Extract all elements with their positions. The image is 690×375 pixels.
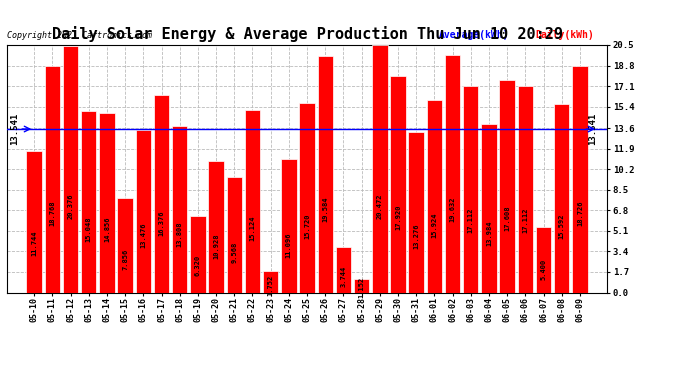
Bar [63,46,78,292]
Bar [500,80,515,292]
Text: 7.856: 7.856 [122,249,128,270]
Bar [554,104,569,292]
Bar [26,151,42,292]
Text: 19.584: 19.584 [322,197,328,222]
Bar [154,95,169,292]
Bar [172,126,188,292]
Bar [536,227,551,292]
Bar [136,130,151,292]
Text: 13.276: 13.276 [413,224,420,249]
Bar [99,113,115,292]
Text: 17.608: 17.608 [504,206,510,231]
Text: 15.048: 15.048 [86,216,92,242]
Text: 15.720: 15.720 [304,213,310,239]
Bar [463,86,478,292]
Text: 11.096: 11.096 [286,233,292,258]
Text: 9.568: 9.568 [231,242,237,263]
Text: 20.376: 20.376 [68,194,74,219]
Bar [190,216,206,292]
Text: 17.920: 17.920 [395,204,401,230]
Bar [245,110,260,292]
Title: Daily Solar Energy & Average Production Thu Jun 10 20:29: Daily Solar Energy & Average Production … [52,27,562,42]
Bar [299,103,315,292]
Text: 13.541: 13.541 [588,113,597,145]
Text: 15.924: 15.924 [431,213,437,238]
Text: 10.928: 10.928 [213,234,219,259]
Bar [354,279,369,292]
Bar [336,247,351,292]
Text: 1.152: 1.152 [359,277,364,298]
Bar [372,45,388,292]
Text: 13.541: 13.541 [10,113,19,145]
Bar [281,159,297,292]
Text: 3.744: 3.744 [340,266,346,287]
Text: Copyright 2021 Cartronics.com: Copyright 2021 Cartronics.com [7,31,152,40]
Text: 17.112: 17.112 [522,207,529,233]
Bar [408,132,424,292]
Text: 19.632: 19.632 [450,197,455,222]
Text: 13.808: 13.808 [177,221,183,247]
Text: 20.472: 20.472 [377,193,383,219]
Bar [518,86,533,292]
Bar [208,160,224,292]
Text: 13.984: 13.984 [486,220,492,246]
Text: Daily(kWh): Daily(kWh) [535,30,594,40]
Text: 5.400: 5.400 [540,259,546,280]
Bar [117,198,133,292]
Bar [391,76,406,292]
Text: Average(kWh): Average(kWh) [439,30,510,40]
Text: 1.752: 1.752 [268,274,274,296]
Text: 15.124: 15.124 [250,216,255,242]
Bar [572,66,588,292]
Bar [426,100,442,292]
Bar [226,177,242,292]
Text: 17.112: 17.112 [468,207,474,233]
Bar [263,272,278,292]
Text: 18.726: 18.726 [577,201,583,226]
Bar [317,56,333,292]
Bar [45,66,60,292]
Text: 16.376: 16.376 [159,210,164,236]
Bar [81,111,97,292]
Text: 6.320: 6.320 [195,255,201,276]
Bar [445,56,460,292]
Text: 11.744: 11.744 [31,230,37,256]
Text: 14.856: 14.856 [104,217,110,243]
Bar [481,124,497,292]
Text: 15.592: 15.592 [559,214,564,239]
Text: 18.768: 18.768 [50,201,55,226]
Text: 13.476: 13.476 [140,223,146,248]
